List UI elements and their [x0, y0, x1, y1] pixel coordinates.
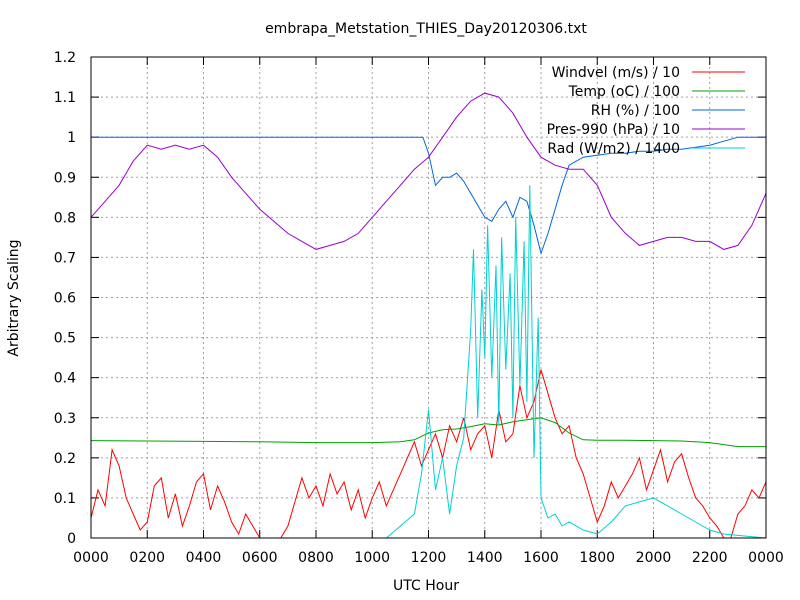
x-tick-label: 0200 — [129, 550, 165, 566]
x-tick-label: 0600 — [242, 550, 278, 566]
chart-title: embrapa_Metstation_THIES_Day20120306.txt — [265, 21, 587, 37]
y-tick-label: 1.1 — [54, 90, 76, 106]
x-tick-label: 1600 — [523, 550, 559, 566]
y-tick-label: 0.7 — [54, 250, 76, 266]
x-tick-label: 2000 — [636, 550, 672, 566]
y-tick-label: 0.8 — [54, 210, 76, 226]
x-tick-label: 1800 — [579, 550, 615, 566]
legend-label: Rad (W/m2) / 1400 — [547, 141, 680, 157]
series-line-0 — [90, 369, 767, 539]
series-line-3 — [90, 92, 767, 250]
y-tick-label: 0.4 — [54, 371, 76, 387]
x-axis-label: UTC Hour — [393, 578, 459, 594]
axis-ticks: 0 0.1 0.2 0.3 0.4 0.5 0.6 0.7 0.8 0.9 1 1.1 1.2 0000 0… — [54, 50, 784, 566]
x-tick-label: 0000 — [748, 550, 784, 566]
x-tick-label: 0800 — [298, 550, 334, 566]
y-tick-label: 0.5 — [54, 331, 76, 347]
x-tick-label: 1400 — [467, 550, 503, 566]
y-tick-label: 0.1 — [54, 491, 76, 507]
series-line-2 — [91, 136, 766, 256]
plot-frame — [90, 56, 767, 539]
x-tick-label: 1000 — [354, 550, 390, 566]
y-tick-label: 0 — [67, 531, 76, 547]
y-axis-label: Arbitrary Scaling — [6, 239, 22, 356]
x-tick-label: 0400 — [186, 550, 222, 566]
x-tick-label: 1200 — [411, 550, 447, 566]
y-tick-label: 1.2 — [54, 50, 76, 66]
legend: Windvel (m/s) / 10 Temp (oC) / 100 RH (%) … — [547, 65, 745, 157]
legend-label: Windvel (m/s) / 10 — [552, 65, 680, 81]
series-lines — [90, 92, 767, 539]
legend-label: Pres-990 (hPa) / 10 — [547, 122, 680, 138]
series-line-4 — [91, 185, 767, 539]
y-tick-label: 0.6 — [54, 291, 76, 307]
x-tick-label: 0000 — [73, 550, 109, 566]
x-tick-label: 2200 — [692, 550, 728, 566]
y-tick-label: 0.3 — [54, 411, 76, 427]
legend-label: RH (%) / 100 — [591, 103, 680, 119]
y-tick-label: 1 — [67, 130, 76, 146]
y-tick-label: 0.9 — [54, 170, 76, 186]
y-tick-label: 0.2 — [54, 451, 76, 467]
legend-label: Temp (oC) / 100 — [568, 84, 680, 100]
